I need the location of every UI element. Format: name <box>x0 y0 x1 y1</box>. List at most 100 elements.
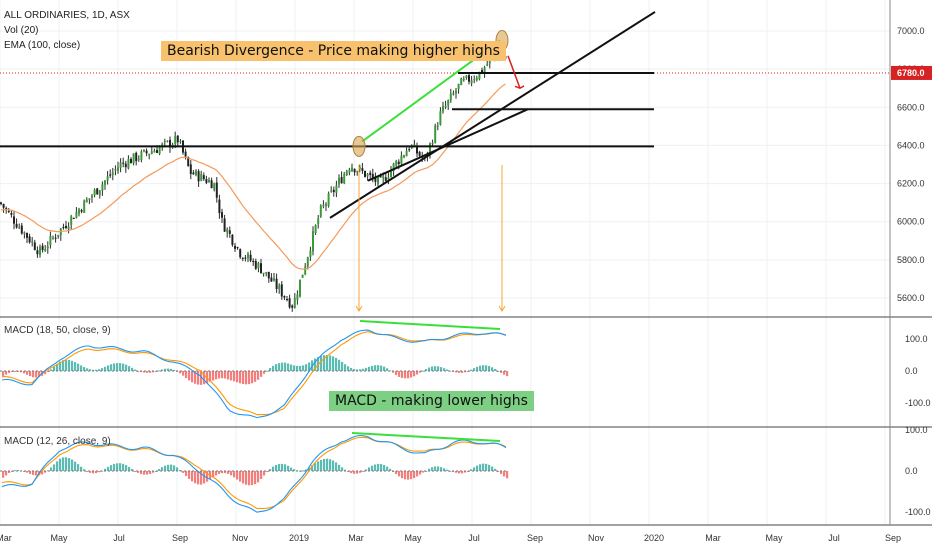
histogram-bar-negative <box>5 471 8 476</box>
histogram-bar-negative <box>359 471 362 473</box>
histogram-bar-negative <box>230 371 233 381</box>
histogram-bar-negative <box>149 471 152 475</box>
time-axis-tick: Jul <box>113 533 125 543</box>
macd2-axis-tick: -100.0 <box>905 507 931 517</box>
candle-up <box>395 161 398 166</box>
candle-up <box>75 211 78 218</box>
histogram-bar-negative <box>188 371 191 381</box>
histogram-bar-negative <box>260 371 263 377</box>
candle-up <box>403 155 405 158</box>
histogram-bar-negative <box>35 371 38 378</box>
time-axis-tick: 2019 <box>289 533 309 543</box>
trend-line-short <box>367 108 529 182</box>
histogram-bar-positive <box>428 367 431 371</box>
histogram-bar-negative <box>140 371 143 373</box>
symbol-title: ALL ORDINARIES, 1D, ASX <box>4 10 130 21</box>
histogram-bar-negative <box>2 371 5 377</box>
macd2-histogram <box>2 457 509 486</box>
histogram-bar-negative <box>185 471 188 476</box>
candle-up <box>377 176 379 184</box>
macd1-axis-tick: 100.0 <box>905 334 928 344</box>
histogram-bar-positive <box>380 464 383 471</box>
time-axis-tick: Sep <box>527 533 543 543</box>
candle-up <box>351 167 353 171</box>
histogram-bar-positive <box>293 365 296 371</box>
candle-down <box>205 179 208 183</box>
time-axis-tick: Nov <box>232 533 249 543</box>
histogram-bar-negative <box>503 371 506 375</box>
histogram-bar-negative <box>41 471 44 475</box>
candle-down <box>288 298 291 308</box>
histogram-bar-negative <box>152 471 155 473</box>
histogram-bar-positive <box>347 366 350 371</box>
candle-down <box>364 170 366 177</box>
candle-down <box>418 151 421 156</box>
histogram-bar-positive <box>377 463 380 471</box>
candle-up <box>429 143 431 155</box>
candle-up <box>335 185 338 193</box>
candle-down <box>252 260 255 262</box>
histogram-bar-negative <box>38 371 41 377</box>
candle-up <box>483 67 486 73</box>
histogram-bar-negative <box>242 371 245 385</box>
histogram-bar-negative <box>221 471 224 474</box>
histogram-bar-positive <box>122 463 125 471</box>
histogram-bar-negative <box>500 371 503 373</box>
candle-up <box>119 162 122 168</box>
histogram-bar-negative <box>464 471 467 473</box>
candle-up <box>150 151 153 154</box>
candle-down <box>26 232 28 238</box>
histogram-bar-positive <box>479 464 482 471</box>
candle-up <box>104 180 106 185</box>
candle-up <box>163 140 166 143</box>
histogram-bar-positive <box>338 464 341 471</box>
candle-up <box>208 180 210 183</box>
price-axis-tick: 6400.0 <box>897 140 925 150</box>
histogram-bar-positive <box>377 365 380 371</box>
histogram-bar-positive <box>446 469 449 471</box>
histogram-bar-negative <box>218 471 221 474</box>
histogram-bar-negative <box>407 471 410 480</box>
candle-up <box>44 249 47 252</box>
orange-arrow-head <box>498 305 506 312</box>
histogram-bar-positive <box>167 368 170 371</box>
candle-up <box>317 218 320 225</box>
last-price-badge <box>891 65 932 80</box>
histogram-bar-positive <box>389 370 392 372</box>
price-axis-tick: 6200.0 <box>897 179 925 189</box>
histogram-bar-negative <box>263 471 266 476</box>
candle-up <box>314 225 317 234</box>
histogram-bar-positive <box>113 463 116 471</box>
candle-up <box>400 155 403 164</box>
macd2-lower-highs-line <box>351 432 501 442</box>
candle-down <box>2 203 5 208</box>
histogram-bar-positive <box>107 365 110 371</box>
histogram-bar-positive <box>335 357 338 371</box>
histogram-bar-negative <box>497 471 500 472</box>
histogram-bar-positive <box>128 366 131 371</box>
candle-down <box>62 227 65 229</box>
candle-up <box>39 247 41 255</box>
histogram-bar-positive <box>131 469 134 471</box>
histogram-bar-positive <box>62 457 65 471</box>
price-axis-tick: 6600.0 <box>897 102 925 112</box>
histogram-bar-negative <box>350 471 353 474</box>
histogram-bar-positive <box>104 366 107 371</box>
candle-up <box>473 79 476 81</box>
candle-up <box>452 93 455 95</box>
histogram-bar-positive <box>122 363 125 371</box>
macd1-axis-tick: -100.0 <box>905 398 931 408</box>
histogram-bar-positive <box>386 368 389 371</box>
histogram-bar-negative <box>458 471 461 474</box>
candle-up <box>345 171 348 176</box>
histogram-bar-positive <box>374 464 377 471</box>
histogram-bar-positive <box>365 469 368 471</box>
histogram-bar-positive <box>62 360 65 371</box>
histogram-bar-negative <box>245 371 248 385</box>
histogram-bar-negative <box>242 471 245 484</box>
histogram-bar-positive <box>497 370 500 372</box>
histogram-bar-positive <box>431 366 434 371</box>
histogram-bar-negative <box>416 371 419 375</box>
histogram-bar-negative <box>401 471 404 479</box>
candle-up <box>390 169 392 178</box>
